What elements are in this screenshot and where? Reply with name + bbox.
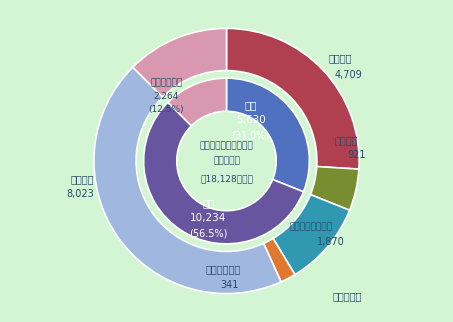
- Wedge shape: [310, 166, 359, 210]
- Text: (56.5%): (56.5%): [189, 228, 227, 238]
- Wedge shape: [226, 28, 359, 169]
- Text: 自隊訓練: 自隊訓練: [70, 174, 94, 184]
- Text: （18,128時間）: （18,128時間）: [200, 175, 253, 184]
- Text: その他の業務: その他の業務: [150, 78, 183, 87]
- Text: 総運航時間: 総運航時間: [213, 156, 240, 166]
- Text: 単位：時間: 単位：時間: [333, 292, 362, 302]
- Text: 管内出動: 管内出動: [329, 53, 352, 63]
- Text: その他の合同訓練: その他の合同訓練: [290, 223, 333, 232]
- Text: 10,234: 10,234: [190, 213, 226, 223]
- Text: 921: 921: [347, 150, 366, 160]
- Wedge shape: [168, 78, 226, 126]
- Text: 5,630: 5,630: [236, 115, 265, 125]
- Text: 1,870: 1,870: [317, 237, 345, 247]
- Text: 2,264: 2,264: [154, 92, 179, 101]
- Wedge shape: [273, 194, 350, 275]
- Wedge shape: [133, 28, 226, 97]
- Wedge shape: [144, 102, 304, 244]
- Wedge shape: [264, 239, 295, 282]
- Text: 消防防災ヘリコプター: 消防防災ヘリコプター: [200, 141, 253, 150]
- Text: 広域応援訓練: 広域応援訓練: [206, 264, 241, 274]
- Text: (31.0%): (31.0%): [231, 130, 270, 140]
- Wedge shape: [226, 78, 309, 192]
- Text: 訓練: 訓練: [202, 198, 215, 208]
- Text: 341: 341: [220, 279, 239, 289]
- Text: (12.5%): (12.5%): [149, 105, 184, 114]
- Text: 災害: 災害: [244, 100, 257, 110]
- Text: 8,023: 8,023: [66, 189, 94, 199]
- Text: 管外出動: 管外出動: [335, 135, 358, 145]
- Wedge shape: [94, 67, 281, 294]
- Text: 4,709: 4,709: [335, 70, 363, 80]
